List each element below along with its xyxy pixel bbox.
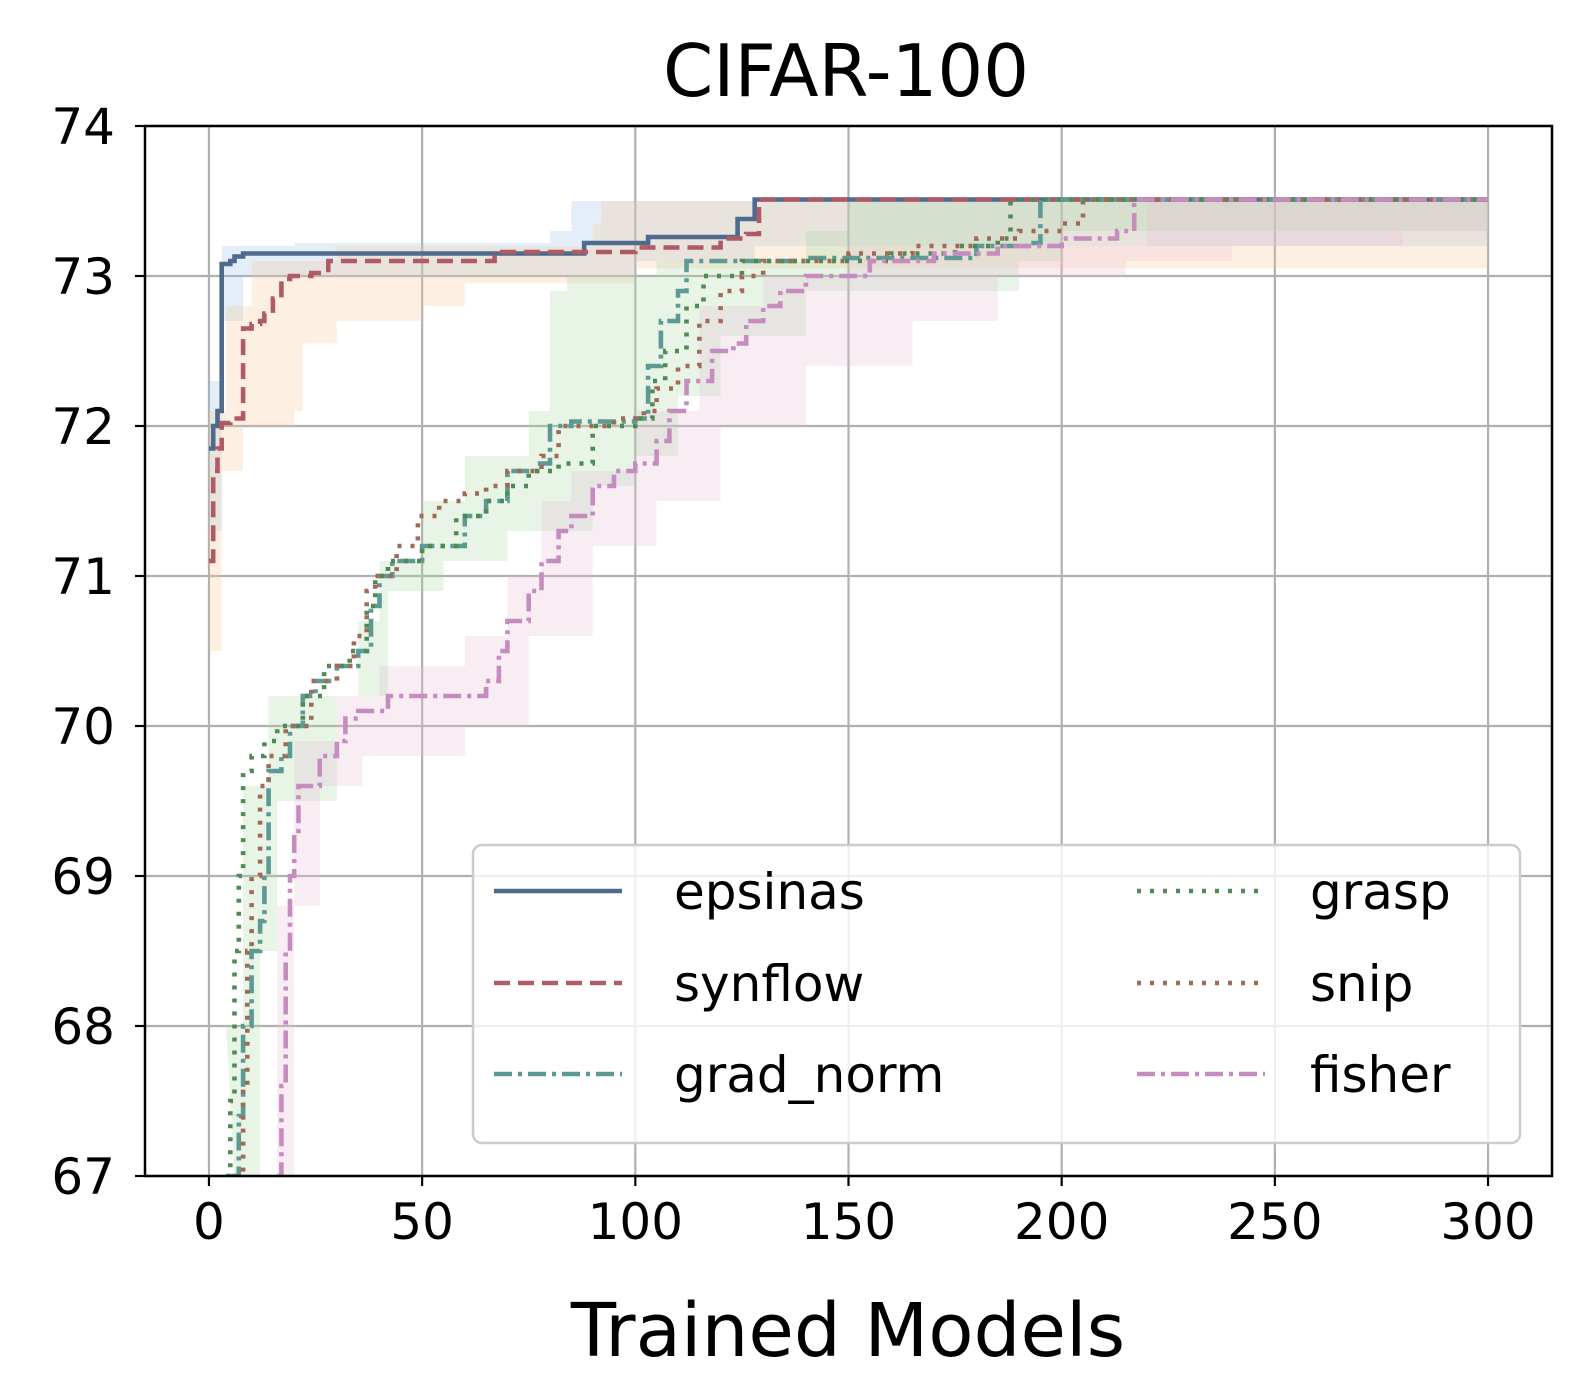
axis-ticks: 0 50 100 150 200 250 300 67 68 69 70 71 72 73 74	[51, 98, 1535, 1251]
x-tick-label-250: 250	[1227, 1193, 1322, 1251]
x-tick-label-100: 100	[588, 1193, 683, 1251]
series-line-epsinas	[209, 197, 1488, 451]
series-lines	[209, 197, 1488, 1176]
legend-label-grasp: grasp	[1310, 863, 1451, 921]
legend: epsinas synflow grad_norm grasp snip fisher	[471, 843, 1522, 1145]
x-tick-label-50: 50	[390, 1193, 454, 1251]
x-tick-label-300: 300	[1440, 1193, 1535, 1251]
y-tick-label-70: 70	[51, 698, 115, 756]
series-line-snip	[234, 197, 1488, 1176]
series-line-synflow	[209, 197, 1488, 564]
chart-title: CIFAR-100	[663, 29, 1029, 113]
legend-label-epsinas: epsinas	[674, 863, 865, 921]
band-grad-norm	[226, 199, 1488, 1176]
legend-box	[471, 843, 1522, 1145]
legend-label-grad-norm: grad_norm	[674, 1046, 944, 1104]
y-tick-label-67: 67	[51, 1148, 115, 1206]
series-line-grad-norm	[230, 197, 1488, 1176]
legend-label-synflow: synflow	[674, 955, 864, 1013]
legend-label-snip: snip	[1310, 955, 1413, 1013]
y-tick-label-72: 72	[51, 398, 115, 456]
x-tick-label-200: 200	[1014, 1193, 1109, 1251]
confidence-bands	[209, 199, 1489, 1176]
band-fisher	[268, 199, 1489, 1176]
y-tick-label-74: 74	[51, 98, 115, 156]
x-axis-label: Trained Models	[570, 1288, 1125, 1374]
x-tick-label-0: 0	[193, 1193, 225, 1251]
x-tick-label-150: 150	[801, 1193, 896, 1251]
legend-label-fisher: fisher	[1310, 1046, 1451, 1104]
y-tick-label-73: 73	[51, 248, 115, 306]
y-tick-label-71: 71	[51, 548, 115, 606]
y-tick-label-68: 68	[51, 998, 115, 1056]
y-tick-label-69: 69	[51, 848, 115, 906]
band-synflow	[209, 199, 1488, 651]
band-epsinas	[209, 199, 1488, 531]
series-line-fisher	[277, 197, 1488, 1176]
